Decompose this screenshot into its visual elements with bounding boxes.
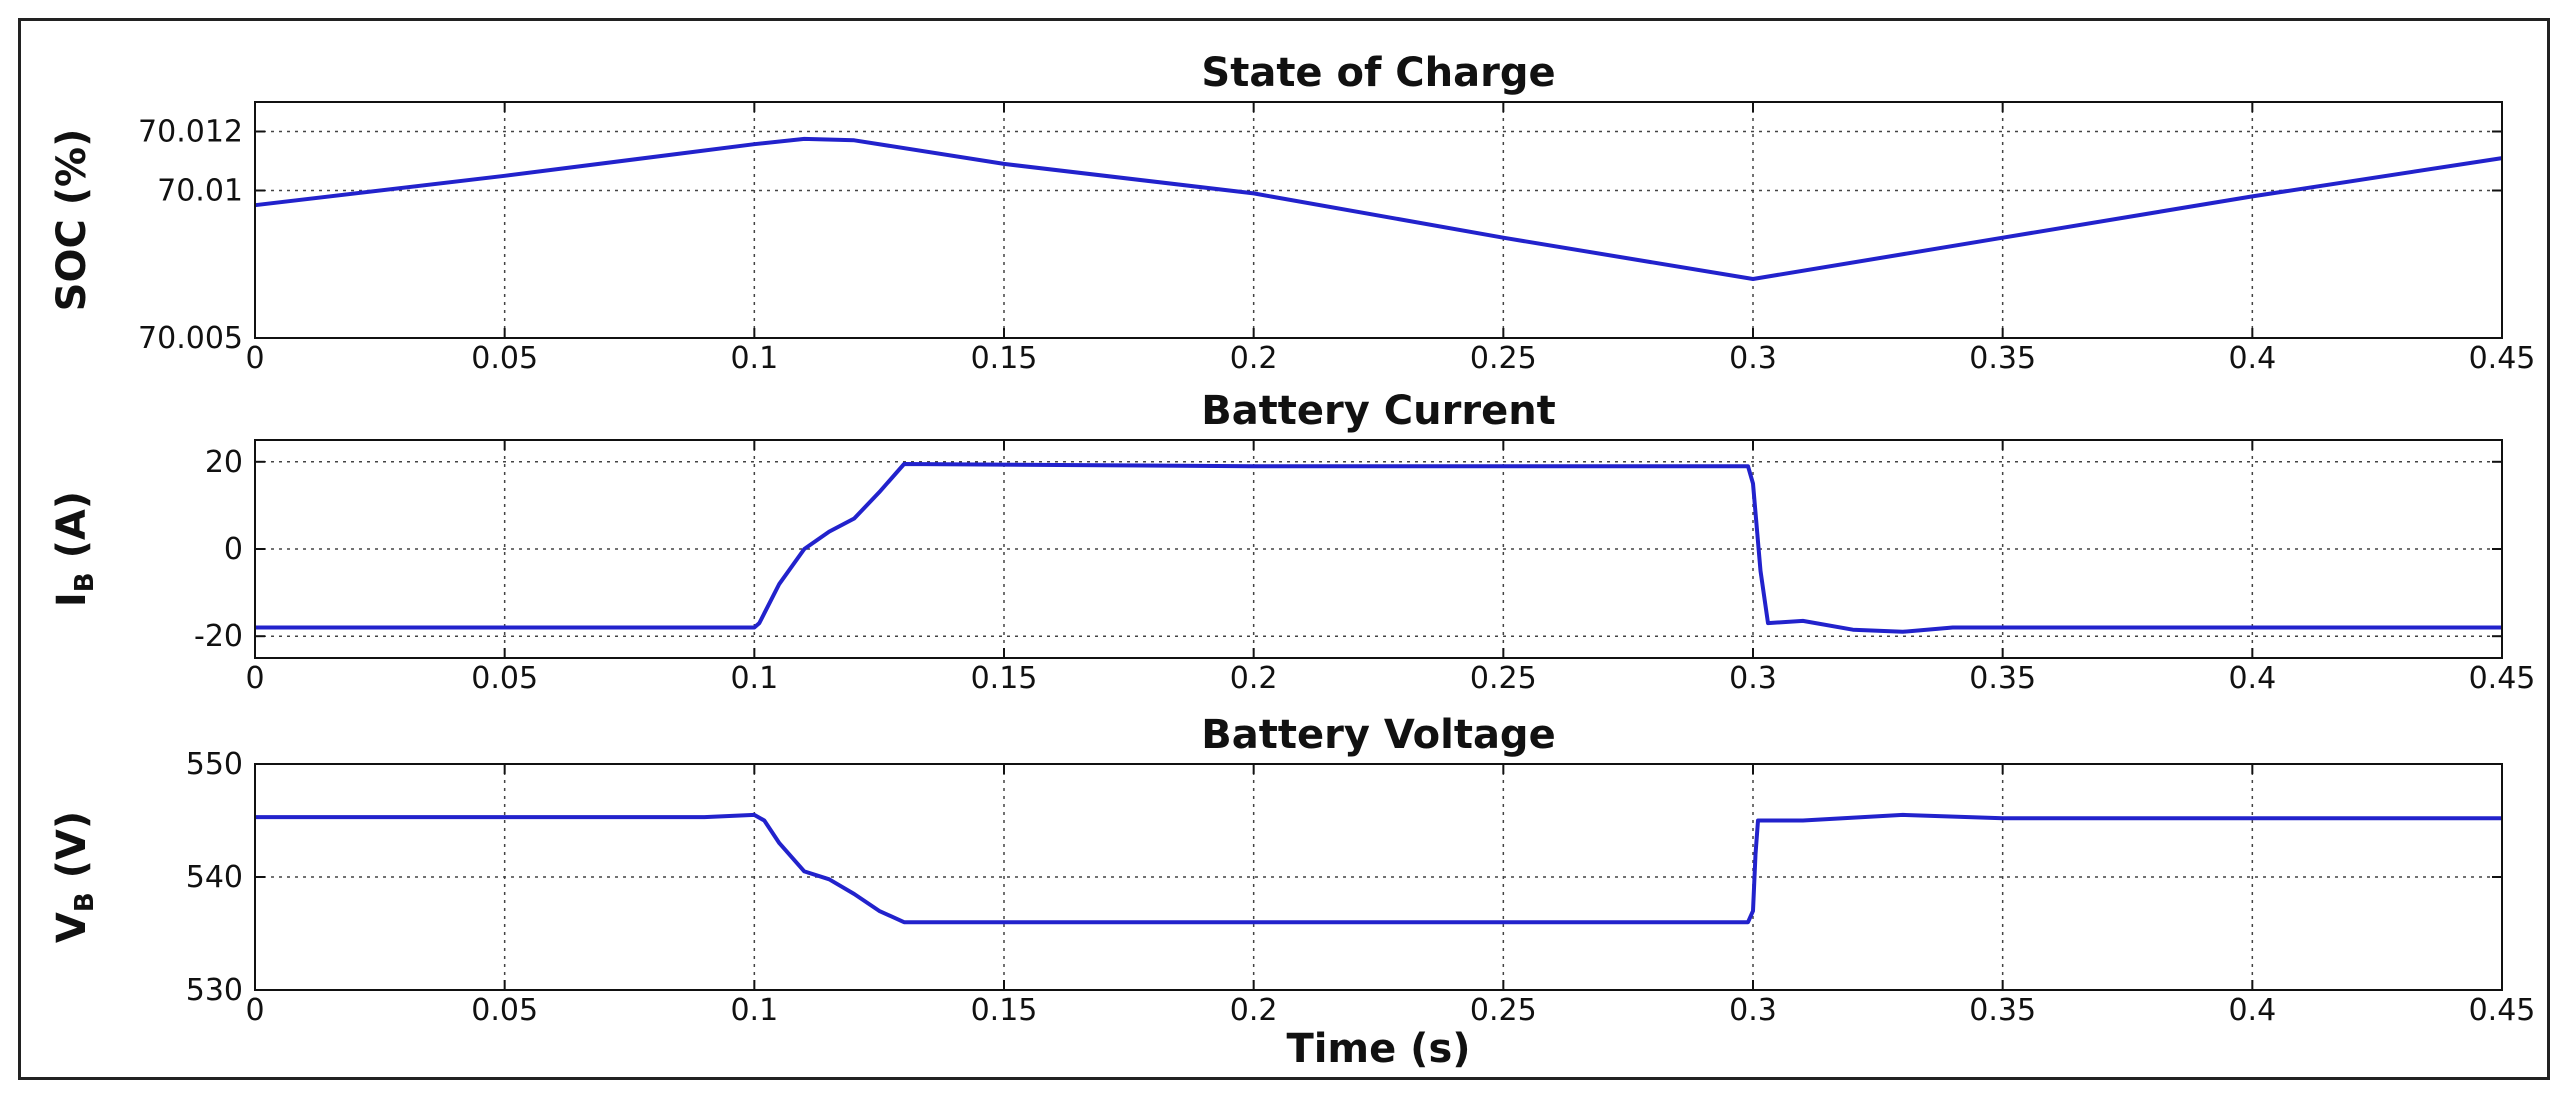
y-axis-label-main-3: V bbox=[49, 912, 95, 943]
x-tick-label-1: 0 bbox=[245, 341, 264, 376]
y-axis-label-1: SOC (%) bbox=[49, 129, 95, 312]
x-tick-label-3: 0.35 bbox=[1969, 993, 2036, 1028]
y-tick-label-2: 20 bbox=[205, 445, 243, 480]
x-tick-label-2: 0.45 bbox=[2469, 661, 2536, 696]
x-tick-label-2: 0.1 bbox=[730, 661, 778, 696]
x-tick-label-2: 0.05 bbox=[471, 661, 538, 696]
x-tick-label-3: 0.15 bbox=[971, 993, 1038, 1028]
panel-title-2: Battery Current bbox=[1201, 388, 1556, 434]
y-axis-label-subscript-3: B bbox=[70, 892, 100, 912]
y-axis-label-unit-2: (A) bbox=[49, 491, 95, 572]
x-tick-label-1: 0.45 bbox=[2469, 341, 2536, 376]
x-tick-label-1: 0.05 bbox=[471, 341, 538, 376]
x-tick-label-2: 0.25 bbox=[1470, 661, 1537, 696]
y-axis-label-unit-3: (V) bbox=[49, 811, 95, 892]
x-tick-label-3: 0.05 bbox=[471, 993, 538, 1028]
x-axis-label-3: Time (s) bbox=[1286, 1026, 1470, 1072]
x-tick-label-1: 0.4 bbox=[2228, 341, 2276, 376]
x-tick-label-2: 0.4 bbox=[2228, 661, 2276, 696]
y-tick-label-2: -20 bbox=[194, 619, 243, 654]
y-tick-label-3: 530 bbox=[186, 973, 243, 1008]
x-tick-label-1: 0.35 bbox=[1969, 341, 2036, 376]
x-tick-label-3: 0.45 bbox=[2469, 993, 2536, 1028]
x-tick-label-3: 0.1 bbox=[730, 993, 778, 1028]
x-tick-label-2: 0 bbox=[245, 661, 264, 696]
panel-title-3: Battery Voltage bbox=[1201, 712, 1555, 758]
x-tick-label-2: 0.2 bbox=[1230, 661, 1278, 696]
y-tick-label-1: 70.01 bbox=[157, 174, 243, 209]
series-line-2 bbox=[255, 462, 2502, 634]
y-tick-label-1: 70.005 bbox=[138, 321, 243, 356]
x-tick-label-1: 0.1 bbox=[730, 341, 778, 376]
series-line-3 bbox=[255, 812, 2502, 925]
y-tick-label-3: 550 bbox=[186, 747, 243, 782]
x-tick-label-3: 0.4 bbox=[2228, 993, 2276, 1028]
y-tick-label-3: 540 bbox=[186, 860, 243, 895]
plot-area-1 bbox=[255, 102, 2502, 338]
y-axis-label-subscript-2: B bbox=[70, 572, 100, 592]
x-tick-label-1: 0.3 bbox=[1729, 341, 1777, 376]
x-tick-label-2: 0.35 bbox=[1969, 661, 2036, 696]
x-tick-label-3: 0.2 bbox=[1230, 993, 1278, 1028]
y-tick-label-2: 0 bbox=[224, 532, 243, 567]
panel-title-1: State of Charge bbox=[1201, 50, 1555, 96]
x-tick-label-1: 0.25 bbox=[1470, 341, 1537, 376]
axes-box-1 bbox=[254, 101, 2503, 339]
y-axis-label-2: IB (A) bbox=[49, 491, 100, 607]
x-tick-label-2: 0.15 bbox=[971, 661, 1038, 696]
y-tick-label-1: 70.012 bbox=[138, 115, 243, 150]
x-tick-label-3: 0.3 bbox=[1729, 993, 1777, 1028]
series-line-1 bbox=[254, 136, 2503, 281]
x-tick-label-1: 0.15 bbox=[971, 341, 1038, 376]
x-tick-label-3: 0.25 bbox=[1470, 993, 1537, 1028]
x-tick-label-2: 0.3 bbox=[1729, 661, 1777, 696]
y-axis-label-main-2: I bbox=[49, 592, 95, 607]
x-tick-label-1: 0.2 bbox=[1230, 341, 1278, 376]
x-tick-label-3: 0 bbox=[245, 993, 264, 1028]
y-axis-label-main-1: SOC (%) bbox=[49, 129, 95, 312]
y-axis-label-3: VB (V) bbox=[49, 811, 100, 943]
